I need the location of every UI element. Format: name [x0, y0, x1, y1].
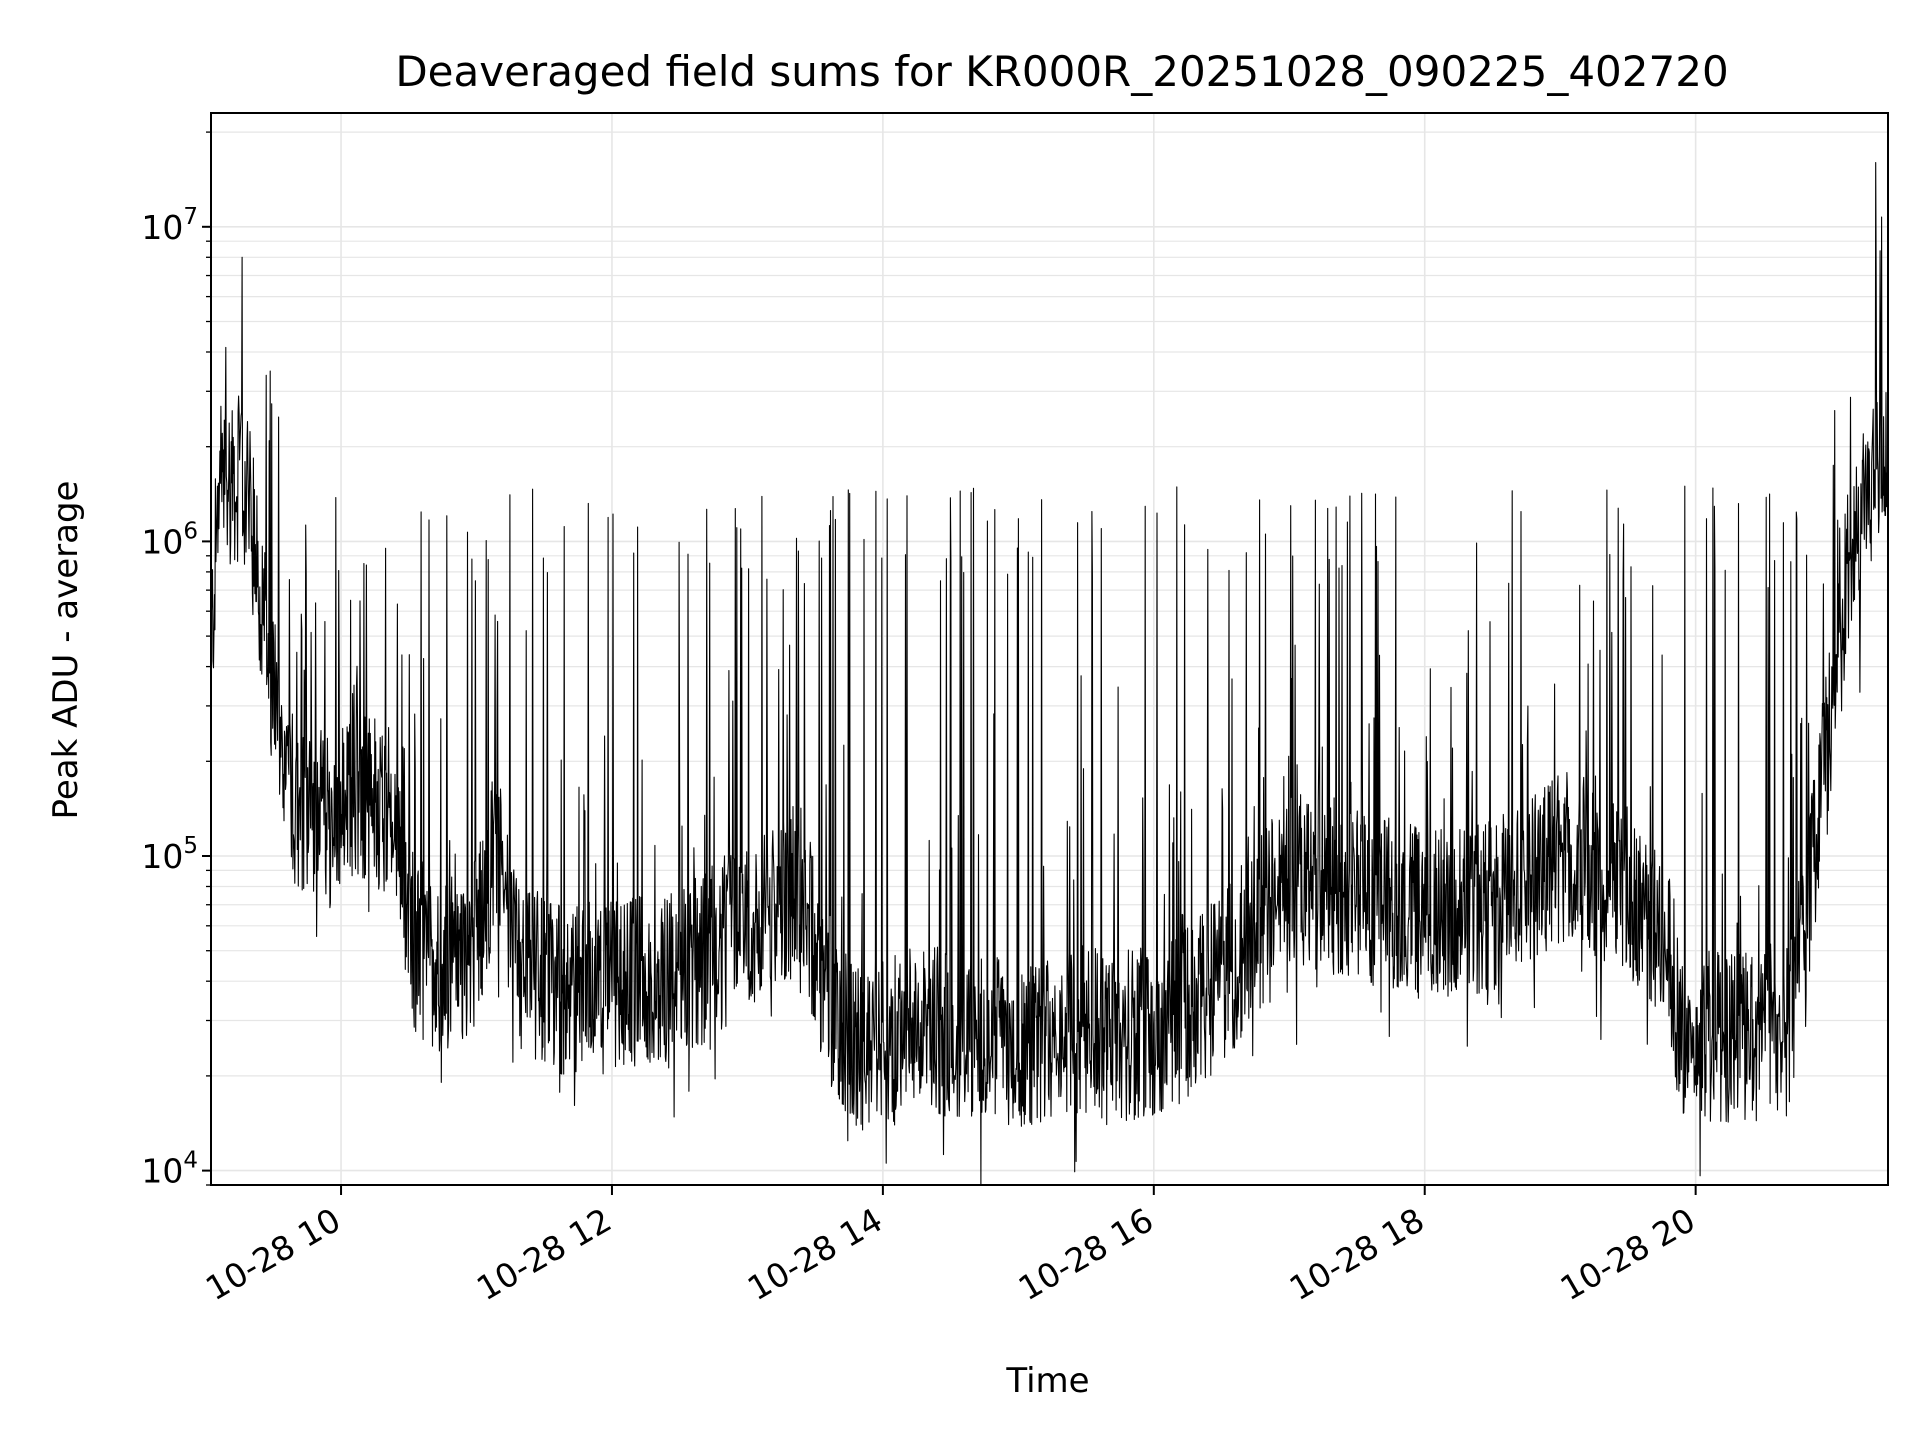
x-tick-label: 10-28 10 — [199, 1200, 347, 1308]
x-tick-label: 10-28 18 — [1283, 1200, 1431, 1308]
chart-title: Deaveraged field sums for KR000R_2025102… — [395, 47, 1728, 96]
y-tick-label: 106 — [141, 518, 198, 561]
y-tick-label: 107 — [141, 204, 198, 247]
x-tick-label: 10-28 12 — [470, 1200, 618, 1308]
x-axis-title: Time — [1005, 1361, 1089, 1401]
y-axis-title: Peak ADU - average — [46, 481, 86, 820]
y-tick-label: 104 — [141, 1148, 198, 1191]
x-tick-label: 10-28 20 — [1554, 1200, 1702, 1308]
x-tick-label: 10-28 14 — [741, 1200, 889, 1308]
plot-frame — [210, 112, 1889, 1186]
series-line — [210, 162, 1889, 1186]
line-layer — [210, 162, 1889, 1186]
tick-layer: 104 105 106 107 10-28 10 10-28 12 10-28 14 10-2… — [141, 131, 1702, 1308]
x-tick-label: 10-28 16 — [1012, 1200, 1160, 1308]
y-tick-label: 105 — [141, 833, 198, 876]
